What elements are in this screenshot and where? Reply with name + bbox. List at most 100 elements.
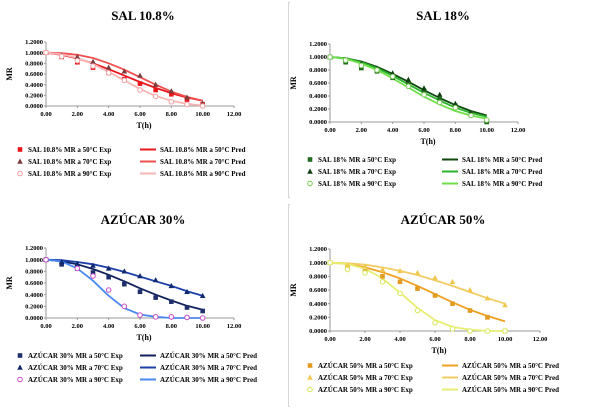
data-point-2-4 <box>397 290 403 297</box>
series-line-3 <box>329 261 506 323</box>
x-tick-label: 12.00 <box>227 111 242 118</box>
legend-marker <box>307 168 313 174</box>
y-tick-label: 1.2000 <box>309 41 327 48</box>
data-point-2-7 <box>449 326 456 332</box>
data-point-2-2 <box>90 273 96 279</box>
y-tick-label: 1.0000 <box>309 260 327 267</box>
legend-marker <box>17 158 23 164</box>
y-tick-label: 1.0000 <box>25 257 43 264</box>
data-point-1-7 <box>152 81 159 87</box>
data-point-2-10 <box>483 117 490 123</box>
x-tick-label: 4.00 <box>387 127 398 134</box>
data-point-1-1 <box>344 262 351 268</box>
data-point-0-9 <box>184 305 190 310</box>
data-point-1-2 <box>362 263 368 269</box>
legend-entry: AZÚCAR 50% MR a 70°C Pred <box>462 374 559 382</box>
data-point-2-2 <box>362 270 368 276</box>
x-tick-label: 8.00 <box>450 127 461 134</box>
x-tick-label: 2.00 <box>72 111 83 118</box>
data-point-1-4 <box>397 267 403 274</box>
y-tick-label: 0.0000 <box>309 119 327 126</box>
legend-entry: AZÚCAR 30% MR a 50°C Pred <box>160 352 257 360</box>
data-point-1-9 <box>484 295 491 301</box>
data-point-1-1 <box>58 259 65 265</box>
data-point-1-5 <box>121 268 128 274</box>
data-point-0-9 <box>485 315 490 320</box>
legend-entry: SAL 10.8% MR a 70°C Exp <box>28 158 111 166</box>
data-point-1-3 <box>90 262 96 268</box>
data-point-2-8 <box>452 104 459 111</box>
data-point-2-0 <box>43 49 49 56</box>
chart-azucar-50: AZÚCAR 50% 0.0000 0.2000 0.4000 0.6000 0.8000… <box>290 204 596 410</box>
legend-entry: AZÚCAR 30% MR a 90°C Exp <box>28 376 123 384</box>
legend-entry: SAL 10.8% MR a 70°C Pred <box>160 158 246 166</box>
x-tick-label: 6.00 <box>429 336 440 343</box>
data-point-0-10 <box>200 308 205 314</box>
y-tick-label: 0.8000 <box>25 61 43 68</box>
data-point-2-3 <box>374 67 380 73</box>
y-tick-label: 1.2000 <box>309 246 327 253</box>
y-tick-label: 0.0000 <box>25 103 43 110</box>
x-tick-label: 12.00 <box>511 127 526 134</box>
series-line-3 <box>45 258 203 311</box>
data-point-2-3 <box>90 63 96 69</box>
x-tick-label: 10.00 <box>195 111 210 118</box>
data-point-1-4 <box>105 265 112 271</box>
data-point-2-8 <box>168 98 175 105</box>
data-point-2-7 <box>436 99 443 106</box>
data-point-2-6 <box>152 314 159 320</box>
data-point-1-6 <box>137 72 143 78</box>
legend-marker <box>307 374 313 380</box>
x-tick-label: 0.00 <box>324 127 335 134</box>
chart-azucar-30: AZÚCAR 30% 0.0000 0.2000 0.4000 0.6000 0.8000… <box>0 204 286 410</box>
x-tick-label: 6.00 <box>418 127 429 134</box>
y-tick-label: 0.0000 <box>309 328 327 335</box>
data-point-2-2 <box>358 62 365 69</box>
data-point-1-4 <box>105 64 112 70</box>
data-point-1-2 <box>74 260 81 266</box>
y-tick-label: 0.0000 <box>25 315 43 322</box>
y-tick-label: 0.8000 <box>25 269 43 276</box>
legend-marker <box>17 364 23 370</box>
legend-marker <box>17 353 23 358</box>
y-tick-label: 1.2000 <box>25 39 43 46</box>
x-axis-label: T(h) <box>136 333 151 342</box>
x-tick-label: 0.00 <box>40 323 51 330</box>
data-point-0-7 <box>153 87 158 93</box>
data-point-1-7 <box>152 277 159 283</box>
x-tick-label: 4.00 <box>103 323 114 330</box>
data-point-2-8 <box>184 314 190 321</box>
legend-marker <box>307 180 313 187</box>
data-point-0-4 <box>106 274 111 280</box>
data-point-1-7 <box>449 278 456 284</box>
legend-marker <box>17 170 23 177</box>
legend-entry: SAL 10.8% MR a 50°C Exp <box>28 146 111 154</box>
x-tick-label: 2.00 <box>72 323 83 330</box>
legend-marker <box>307 363 313 368</box>
x-tick-label: 10.00 <box>195 323 210 330</box>
chart-title: SAL 18% <box>416 8 470 23</box>
legend-marker <box>17 376 23 383</box>
y-axis-label: MR <box>290 76 298 90</box>
data-point-0-7 <box>450 301 455 306</box>
legend-marker <box>17 147 23 152</box>
data-point-2-6 <box>432 320 438 326</box>
data-point-2-1 <box>344 266 351 273</box>
x-axis-label: T(h) <box>136 121 151 130</box>
legend-entry: AZÚCAR 50% MR a 70°C Exp <box>318 374 413 382</box>
data-point-2-9 <box>468 112 474 119</box>
legend-entry: AZÚCAR 50% MR a 50°C Pred <box>462 362 559 370</box>
legend-entry: SAL 10.8% MR a 90°C Pred <box>160 170 246 178</box>
x-tick-label: 4.00 <box>394 336 405 343</box>
legend-entry: AZÚCAR 30% MR a 70°C Exp <box>28 364 123 372</box>
y-tick-label: 0.4000 <box>25 292 43 299</box>
series-line-4 <box>329 261 506 305</box>
data-point-0-6 <box>421 88 427 94</box>
data-point-0-1 <box>59 262 64 267</box>
data-point-2-7 <box>168 314 175 320</box>
data-point-1-9 <box>184 94 190 100</box>
data-point-2-5 <box>121 77 128 84</box>
legend-entry: AZÚCAR 50% MR a 50°C Exp <box>318 362 413 370</box>
x-tick-label: 8.00 <box>166 323 177 330</box>
data-point-0-6 <box>137 81 143 86</box>
